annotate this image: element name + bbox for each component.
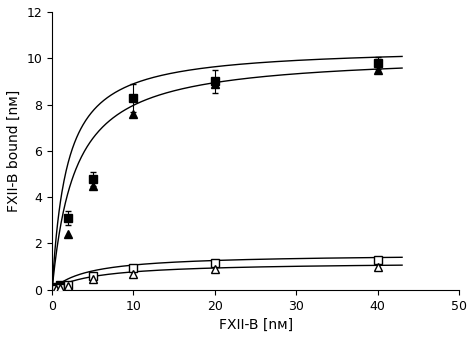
Y-axis label: FXII-B bound [nм]: FXII-B bound [nм] bbox=[7, 90, 21, 212]
X-axis label: FXII-B [nм]: FXII-B [nм] bbox=[219, 318, 292, 332]
